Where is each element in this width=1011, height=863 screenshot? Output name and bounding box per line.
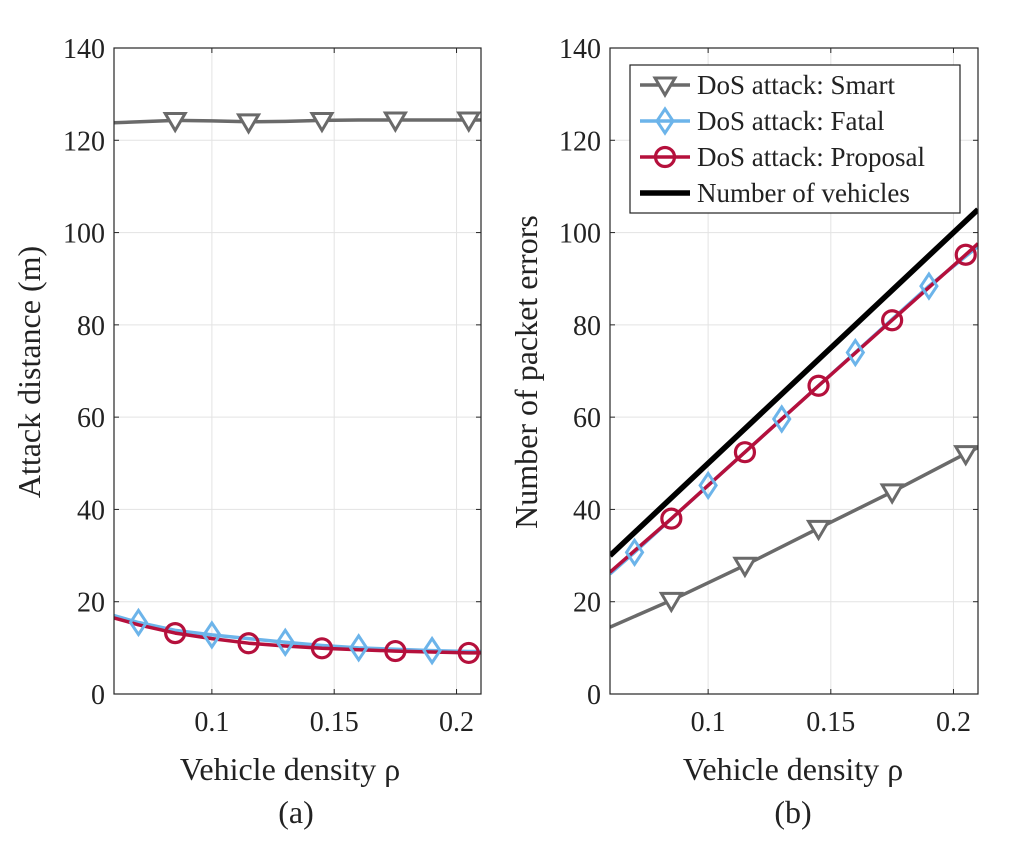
y-tick-label: 140	[559, 34, 601, 65]
legend-label: Number of vehicles	[697, 178, 910, 208]
marker-diamond	[275, 627, 296, 658]
chart-panel-b: 0 20 40 60 80 100 120 140 0.1 0.15 0.2	[559, 34, 979, 738]
marker-triangle	[235, 113, 262, 135]
panel-label: (b)	[774, 794, 811, 830]
series-line-vehicles	[610, 207, 978, 558]
legend-item: DoS attack: Proposal	[640, 142, 925, 172]
marker-circle	[954, 243, 977, 266]
legend-item: DoS attack: Smart	[640, 70, 895, 100]
marker-circle	[653, 145, 677, 169]
marker-diamond	[919, 271, 939, 301]
x-tick-label: 0.2	[936, 707, 971, 738]
y-tick-label: 60	[77, 403, 105, 434]
marker-diamond	[698, 470, 718, 501]
y-tick-label: 60	[573, 403, 601, 434]
x-axis-label: Vehicle density ρ	[180, 751, 400, 787]
y-tick-label: 40	[573, 495, 601, 526]
legend-item: Number of vehicles	[640, 178, 910, 208]
panel-label: (a)	[278, 794, 314, 830]
marker-diamond	[128, 607, 149, 638]
marker-diamond	[655, 106, 675, 136]
marker-circle	[881, 309, 904, 332]
y-tick-label: 80	[573, 311, 601, 342]
x-tick-label: 0.2	[439, 707, 474, 738]
marker-triangle	[309, 111, 335, 134]
y-tick-label: 40	[77, 495, 105, 526]
x-tick-label: 0.1	[691, 707, 726, 738]
y-tick-label: 20	[77, 588, 105, 619]
y-tick-label: 140	[63, 34, 105, 65]
marker-circle	[237, 632, 260, 655]
marker-diamond	[845, 337, 866, 368]
y-tick-label: 100	[559, 219, 601, 250]
y-tick-label: 20	[573, 588, 601, 619]
chart-panel-a: 0 20 40 60 80 100 120 140 0.1 0.15 0.2	[63, 34, 482, 738]
marker-diamond	[202, 620, 222, 650]
series-line-proposal	[610, 242, 978, 574]
y-tick-label: 80	[77, 311, 105, 342]
marker-circle	[733, 441, 757, 464]
marker-triangle	[805, 519, 832, 542]
marker-diamond	[348, 633, 369, 663]
marker-diamond	[624, 537, 645, 568]
y-tick-label: 120	[559, 126, 601, 157]
marker-diamond	[422, 635, 442, 666]
marker-circle	[310, 637, 334, 660]
plot-area	[610, 207, 978, 629]
y-tick-label: 100	[63, 219, 105, 250]
marker-circle	[164, 621, 187, 645]
marker-triangle	[652, 76, 678, 98]
legend-box	[629, 64, 961, 214]
marker-circle	[660, 507, 683, 530]
legend-label: DoS attack: Smart	[697, 70, 895, 100]
marker-triangle	[382, 111, 408, 133]
y-tick-label: 120	[63, 126, 105, 157]
y-tick-label: 0	[587, 680, 601, 711]
legend-label: DoS attack: Proposal	[697, 142, 925, 172]
legend: DoS attack: Smart DoS attack: Fatal DoS at…	[629, 64, 961, 214]
marker-triangle	[732, 556, 758, 579]
x-tick-label: 0.15	[310, 707, 359, 738]
y-axis-label: Attack distance (m)	[11, 246, 47, 498]
marker-circle	[457, 641, 480, 665]
axes-box	[113, 47, 482, 695]
x-tick-label: 0.1	[194, 707, 229, 738]
marker-circle	[807, 374, 830, 397]
marker-triangle	[953, 445, 978, 467]
axes-box	[609, 47, 979, 695]
marker-triangle	[162, 111, 188, 134]
x-axis-label: Vehicle density ρ	[683, 751, 903, 787]
legend-label: DoS attack: Fatal	[697, 106, 884, 136]
marker-triangle	[456, 111, 481, 133]
marker-circle	[384, 639, 407, 663]
legend-item: DoS attack: Fatal	[640, 106, 884, 136]
plot-area	[114, 111, 481, 666]
y-tick-label: 0	[91, 680, 105, 711]
marker-triangle	[879, 483, 905, 505]
y-axis-label: Number of packet errors	[508, 215, 544, 529]
marker-diamond	[771, 404, 792, 434]
x-tick-label: 0.15	[806, 707, 855, 738]
marker-triangle	[658, 591, 684, 614]
series-line-smart	[114, 118, 481, 125]
